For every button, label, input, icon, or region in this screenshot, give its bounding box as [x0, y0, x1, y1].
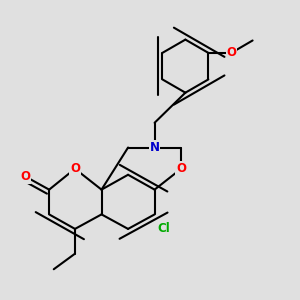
Text: O: O	[20, 170, 30, 183]
Text: N: N	[150, 141, 160, 154]
Text: Cl: Cl	[158, 222, 170, 235]
Text: O: O	[226, 46, 236, 59]
Text: O: O	[70, 162, 80, 175]
Text: O: O	[176, 162, 186, 175]
